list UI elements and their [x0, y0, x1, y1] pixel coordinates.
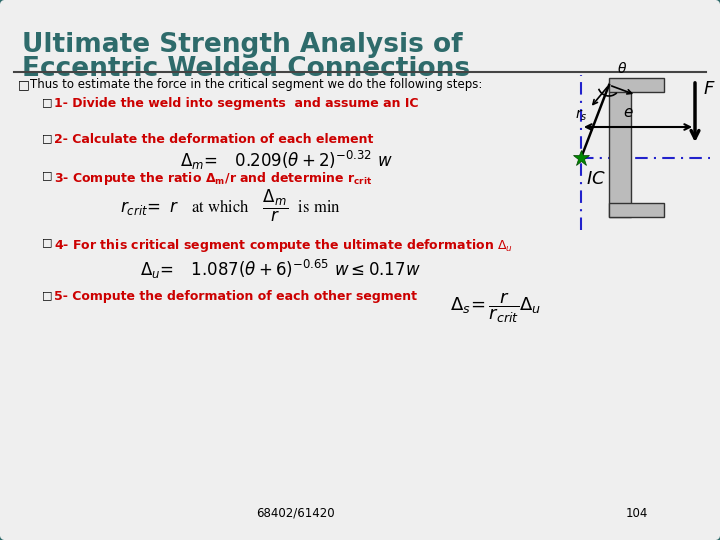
Text: 68402/61420: 68402/61420 [256, 507, 335, 520]
Text: $r_{crit}\!=\ r\ \ $ at which $\ \ \dfrac{\Delta_m}{r}\ $ is min: $r_{crit}\!=\ r\ \ $ at which $\ \ \dfra… [120, 188, 341, 224]
Text: □: □ [42, 170, 53, 180]
Text: □: □ [42, 237, 53, 247]
Text: □: □ [42, 97, 53, 107]
Text: □: □ [18, 78, 30, 91]
Text: 2- Calculate the deformation of each element: 2- Calculate the deformation of each ele… [54, 133, 374, 146]
Text: $e$: $e$ [623, 105, 634, 120]
Text: Eccentric Welded Connections: Eccentric Welded Connections [22, 56, 470, 82]
Text: 104: 104 [626, 507, 649, 520]
Text: 1- Divide the weld into segments  and assume an IC: 1- Divide the weld into segments and ass… [54, 97, 418, 110]
Text: □: □ [42, 290, 53, 300]
Text: Ultimate Strength Analysis of: Ultimate Strength Analysis of [22, 32, 463, 58]
Text: $\Delta_m\!=\!\ \ \ 0.209(\theta+2)^{-0.32}\ w$: $\Delta_m\!=\!\ \ \ 0.209(\theta+2)^{-0.… [180, 149, 393, 172]
Text: 5- Compute the deformation of each other segment: 5- Compute the deformation of each other… [54, 290, 417, 303]
Text: $r_s$: $r_s$ [575, 107, 588, 123]
Text: $\theta$: $\theta$ [617, 61, 627, 76]
Text: Thus to estimate the force in the critical segment we do the following steps:: Thus to estimate the force in the critic… [30, 78, 482, 91]
Text: $F$: $F$ [703, 80, 716, 98]
Text: 3- Compute the ratio $\mathbf{\Delta_m}$/r and determine r$_{\mathbf{crit}}$: 3- Compute the ratio $\mathbf{\Delta_m}$… [54, 170, 372, 187]
Text: $\Delta_u\!=\!\ \ \ 1.087(\theta+6)^{-0.65}\ w \leq 0.17w$: $\Delta_u\!=\!\ \ \ 1.087(\theta+6)^{-0.… [140, 258, 420, 281]
Bar [609, 203, 664, 217]
Text: □: □ [42, 133, 53, 143]
Text: $\Delta_s\!=\dfrac{r}{r_{crit}}\Delta_u$: $\Delta_s\!=\dfrac{r}{r_{crit}}\Delta_u$ [450, 290, 541, 325]
Text: 4- For this critical segment compute the ultimate deformation $\Delta_u$: 4- For this critical segment compute the… [54, 237, 513, 254]
Bar [609, 78, 664, 92]
Text: $IC$: $IC$ [586, 170, 606, 188]
Bar [609, 82, 631, 217]
